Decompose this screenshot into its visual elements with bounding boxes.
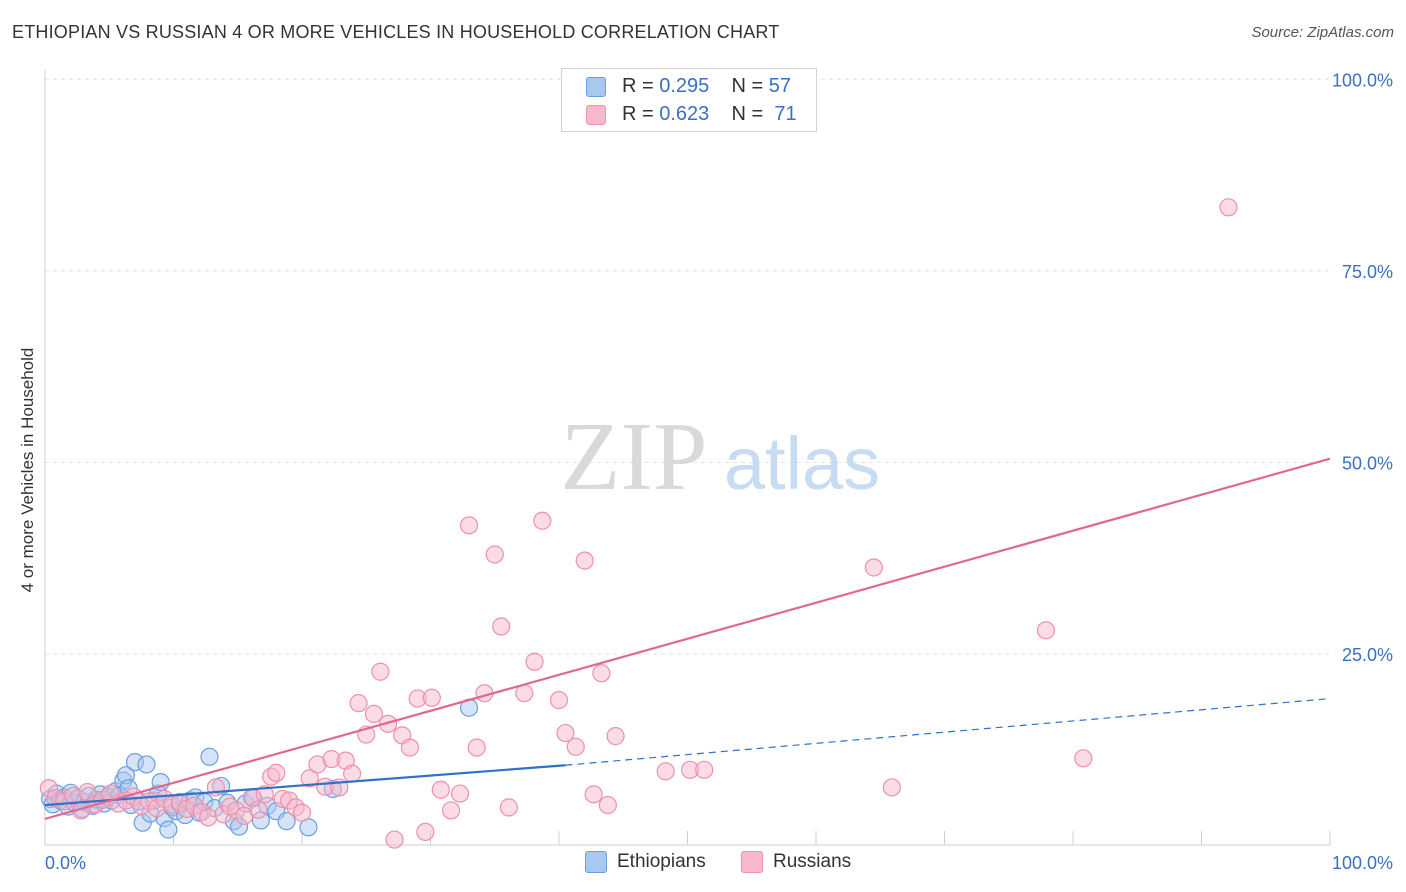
point-russians: [533, 511, 552, 530]
legend-item-ethiopians[interactable]: Ethiopians: [585, 851, 706, 873]
correlation-legend: R = 0.295 N = 57 R = 0.623 N = 71: [561, 68, 817, 132]
x-tick-label: 0.0%: [45, 853, 86, 873]
legend-label-ethiopians: Ethiopians: [617, 851, 706, 872]
point-russians: [556, 723, 575, 743]
point-russians: [575, 551, 594, 570]
axes: [44, 70, 1331, 846]
point-russians: [343, 764, 362, 783]
trend-line-russians: [44, 457, 1331, 820]
point-russians: [549, 690, 569, 710]
r-label: R =: [622, 102, 660, 125]
point-russians: [598, 795, 617, 815]
legend-swatch-russians: [741, 851, 763, 873]
y-tick-label: 75.0%: [1342, 262, 1393, 282]
point-russians: [416, 822, 435, 842]
point-russians: [492, 617, 511, 636]
r-value: 0.623: [659, 102, 710, 125]
point-ethiopians: [277, 812, 296, 831]
point-russians: [249, 800, 268, 819]
point-russians: [882, 778, 901, 797]
gridlines: [45, 78, 1330, 655]
x-tick-label: 100.0%: [1332, 853, 1393, 873]
n-label: N =: [731, 74, 769, 97]
chart-title: ETHIOPIAN VS RUSSIAN 4 OR MORE VEHICLES …: [12, 22, 780, 42]
trend-line-ethiopians: [44, 764, 566, 807]
point-russians: [349, 694, 368, 713]
point-russians: [450, 784, 470, 803]
point-russians: [864, 558, 883, 577]
y-tick-label: 50.0%: [1342, 454, 1393, 474]
point-russians: [656, 762, 675, 781]
point-russians: [431, 780, 450, 799]
point-russians: [525, 652, 544, 671]
point-russians: [422, 688, 441, 707]
source-label: Source: ZipAtlas.com: [1251, 24, 1394, 41]
point-russians: [1036, 621, 1056, 640]
series-legend: Ethiopians Russians: [0, 851, 1406, 879]
point-russians: [584, 785, 603, 804]
point-russians: [695, 760, 714, 779]
watermark: ZIP atlas: [561, 403, 881, 511]
point-ethiopians: [137, 755, 156, 774]
point-ethiopians: [200, 747, 219, 766]
legend-item-russians[interactable]: Russians: [741, 851, 851, 873]
point-russians: [300, 769, 319, 788]
y-tick-label: 25.0%: [1342, 645, 1393, 665]
point-russians: [499, 798, 518, 817]
legend-row-russians: R = 0.623 N = 71: [586, 101, 797, 127]
point-russians: [267, 763, 286, 782]
data-points: [39, 198, 1238, 849]
legend-swatch-russians: [586, 105, 606, 125]
y-tick-label: 100.0%: [1332, 70, 1393, 90]
trend-lines: [44, 457, 1331, 820]
point-russians: [1074, 749, 1093, 768]
r-value: 0.295: [659, 74, 710, 97]
watermark-atlas: atlas: [724, 422, 880, 505]
trend-extension-ethiopians: [565, 697, 1331, 766]
point-russians: [255, 785, 274, 804]
point-russians: [592, 664, 611, 683]
watermark-zip: ZIP: [561, 403, 708, 511]
n-value: 71: [774, 102, 797, 125]
legend-row-ethiopians: R = 0.295 N = 57: [586, 73, 792, 99]
point-russians: [400, 738, 420, 757]
point-russians: [467, 738, 486, 757]
point-russians: [199, 808, 218, 827]
point-ethiopians: [159, 820, 178, 839]
r-label: R =: [622, 74, 660, 97]
legend-swatch-ethiopians: [585, 851, 607, 873]
legend-swatch-ethiopians: [586, 77, 606, 97]
point-russians: [371, 662, 390, 681]
point-russians: [292, 803, 312, 822]
point-russians: [459, 516, 479, 535]
n-value: 57: [768, 74, 792, 97]
point-russians: [1219, 198, 1238, 217]
n-label: N =: [731, 102, 769, 125]
point-russians: [385, 830, 404, 849]
point-russians: [485, 545, 504, 564]
tick-labels: 25.0% 50.0% 75.0% 100.0% 0.0% 100.0%: [45, 70, 1393, 873]
point-russians: [566, 737, 585, 756]
point-russians: [606, 727, 625, 746]
point-russians: [364, 704, 384, 723]
legend-label-russians: Russians: [773, 851, 852, 872]
point-russians: [441, 801, 461, 820]
